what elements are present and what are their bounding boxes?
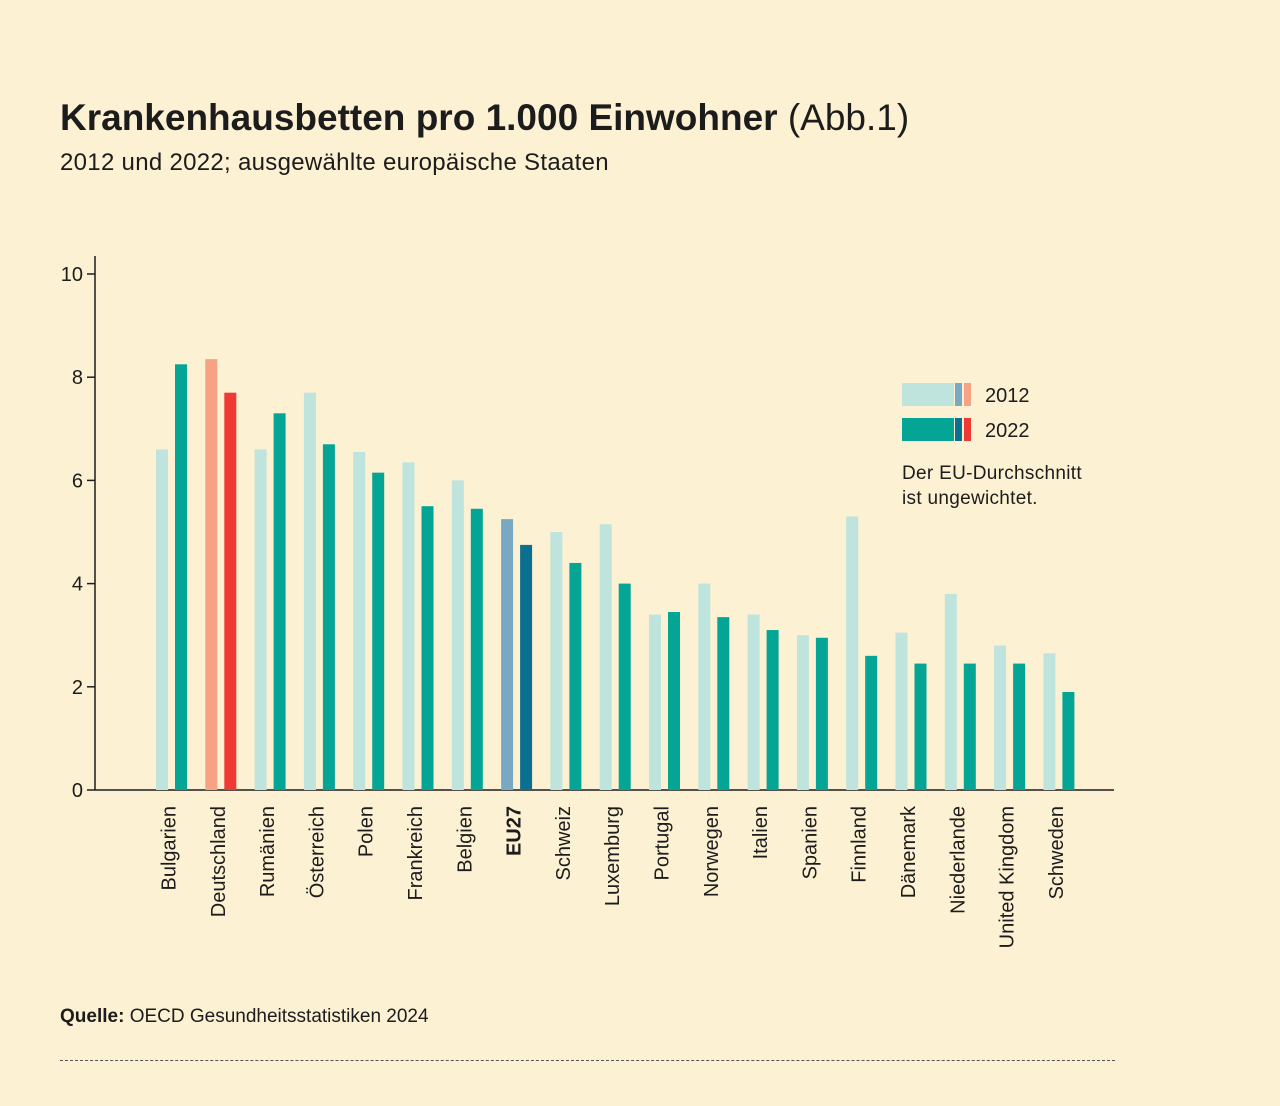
legend-swatch-2022 <box>902 418 954 441</box>
category-label: Polen <box>356 806 378 857</box>
legend-swatch-eu-2012 <box>955 383 962 406</box>
category-label: EU27 <box>504 806 526 856</box>
bar-2022-schweiz <box>569 562 582 790</box>
chart-bars <box>156 359 1075 790</box>
eu-average-note-line2: ist ungewichtet. <box>902 488 1038 509</box>
chart-subtitle: 2012 und 2022; ausgewählte europäische S… <box>60 149 609 176</box>
bar-2022-united-kingdom <box>1013 663 1026 790</box>
y-tick-label: 0 <box>72 780 83 802</box>
category-label: Finnland <box>849 806 871 883</box>
bar-2012-deutschland <box>205 359 218 790</box>
bar-2022-finnland <box>865 655 878 790</box>
bar-2012-polen <box>353 452 366 790</box>
legend-swatch-germany-2022 <box>964 418 971 441</box>
bar-2012-schweden <box>1043 653 1056 790</box>
bar-2022-bulgarien <box>175 364 187 790</box>
bar-2012-niederlande <box>944 593 957 790</box>
bar-2022-frankreich <box>421 506 434 790</box>
category-labels: Bulgarien Deutschland Rumänien Österreich Po… <box>159 805 1068 948</box>
bar-2022-rumänien <box>273 413 286 790</box>
legend-label-2022: 2022 <box>985 420 1030 442</box>
bar-2022-deutschland <box>224 392 237 790</box>
bar-2012-frankreich <box>402 462 415 790</box>
bar-2022-niederlande <box>963 663 976 790</box>
bar-2012-luxemburg <box>599 524 612 790</box>
bar-2012-rumänien <box>254 449 267 790</box>
y-tick-label: 10 <box>61 264 83 286</box>
category-label: Dänemark <box>898 805 920 898</box>
category-label: Spanien <box>799 806 821 879</box>
source-label: Quelle: <box>60 1006 125 1027</box>
chart-title-main: Krankenhausbetten pro 1.000 Einwohner <box>60 97 778 138</box>
bar-chart: 0 2 4 6 8 10 Bulgarien Deutschland Rumänien Öste… <box>61 256 1114 948</box>
bar-2022-dänemark <box>914 663 927 790</box>
eu-average-note-line1: Der EU-Durchschnitt <box>902 463 1082 484</box>
footer-divider <box>60 1060 1115 1061</box>
bar-2022-österreich <box>322 444 335 790</box>
bar-2012-finnland <box>846 516 859 790</box>
bar-2012-norwegen <box>698 583 711 790</box>
bar-2022-polen <box>372 472 385 790</box>
category-label: Norwegen <box>701 806 723 897</box>
category-label: Italien <box>750 806 772 859</box>
category-label: Luxemburg <box>602 806 624 906</box>
chart-title: Krankenhausbetten pro 1.000 Einwohner (A… <box>60 96 909 140</box>
y-tick-label: 4 <box>72 574 83 596</box>
bar-2012-schweiz <box>550 532 563 790</box>
bar-2012-dänemark <box>895 632 908 790</box>
chart-legend: 2012 2022 <box>902 383 1030 442</box>
category-label: Rumänien <box>257 806 279 897</box>
bar-2012-italien <box>747 614 760 790</box>
bar-2012-belgien <box>451 480 464 790</box>
bar-2022-italien <box>766 630 779 790</box>
category-label: Deutschland <box>208 806 230 917</box>
category-label: Bulgarien <box>159 806 181 891</box>
category-label: Belgien <box>454 806 476 873</box>
y-tick-label: 6 <box>72 470 83 492</box>
y-tick-label: 2 <box>72 677 83 699</box>
y-tick-label: 8 <box>72 367 83 389</box>
bar-2012-portugal <box>649 614 661 790</box>
bar-2012-österreich <box>303 392 316 790</box>
legend-swatch-germany-2012 <box>964 383 971 406</box>
bar-2022-norwegen <box>717 617 730 790</box>
bar-2022-schweden <box>1062 691 1075 790</box>
bar-2012-spanien <box>796 635 809 790</box>
bar-2022-portugal <box>668 611 680 790</box>
bar-2022-eu27 <box>520 544 533 790</box>
legend-swatch-2012 <box>902 383 954 406</box>
legend-swatch-eu-2022 <box>955 418 962 441</box>
category-label: Portugal <box>652 806 674 881</box>
source-note: Quelle: OECD Gesundheitsstatistiken 2024 <box>60 1005 429 1029</box>
source-text: OECD Gesundheitsstatistiken 2024 <box>129 1006 429 1027</box>
category-label: Schweden <box>1046 806 1068 899</box>
bar-2012-eu27 <box>501 519 514 790</box>
bar-2022-luxemburg <box>618 583 631 790</box>
bar-2012-united-kingdom <box>994 645 1007 790</box>
category-label: Schweiz <box>553 806 575 880</box>
category-label: Österreich <box>306 806 328 898</box>
eu-average-note: Der EU-Durchschnitt ist ungewichtet. <box>902 461 1082 511</box>
category-label: Niederlande <box>947 806 969 914</box>
bar-2012-bulgarien <box>156 449 168 790</box>
bar-2022-spanien <box>815 637 828 790</box>
chart-title-suffix: (Abb.1) <box>787 97 910 138</box>
legend-label-2012: 2012 <box>985 385 1030 407</box>
category-label: Frankreich <box>405 806 427 900</box>
bar-2022-belgien <box>470 508 483 790</box>
category-label: United Kingdom <box>997 806 1019 948</box>
